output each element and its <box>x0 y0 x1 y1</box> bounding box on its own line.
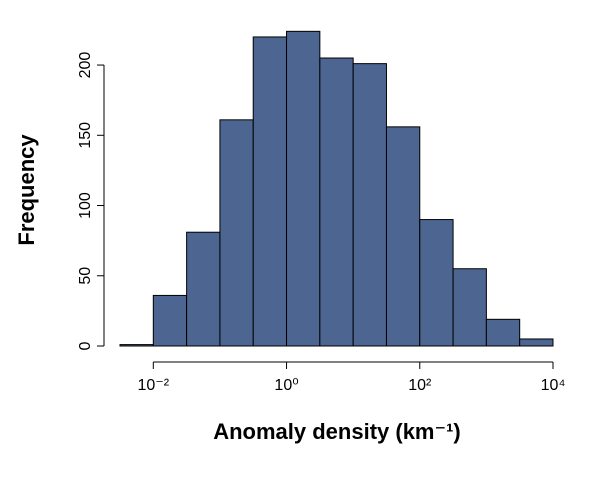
bar <box>485 318 521 347</box>
bar <box>186 231 221 347</box>
bar <box>219 119 254 347</box>
x-tick-label: 10² <box>408 377 432 394</box>
bar <box>385 126 421 347</box>
y-tick-label: 150 <box>77 122 94 149</box>
bar <box>152 294 188 347</box>
bar <box>252 36 288 347</box>
x-axis-title: Anomaly density (km⁻¹) <box>213 419 461 444</box>
y-tick-label: 0 <box>77 341 94 350</box>
bar <box>119 344 154 347</box>
bar <box>352 63 387 347</box>
x-tick-label: 10⁰ <box>274 377 298 394</box>
bar <box>286 30 321 347</box>
y-tick-label: 50 <box>77 267 94 285</box>
bar <box>319 57 354 347</box>
y-axis-title: Frequency <box>14 134 39 246</box>
bar <box>419 219 454 347</box>
bar <box>519 338 554 347</box>
x-tick-label: 10⁻² <box>138 377 170 394</box>
y-tick-label: 100 <box>77 192 94 219</box>
bar <box>452 268 487 347</box>
y-tick-label: 200 <box>77 52 94 79</box>
x-tick-label: 10⁴ <box>541 377 566 394</box>
